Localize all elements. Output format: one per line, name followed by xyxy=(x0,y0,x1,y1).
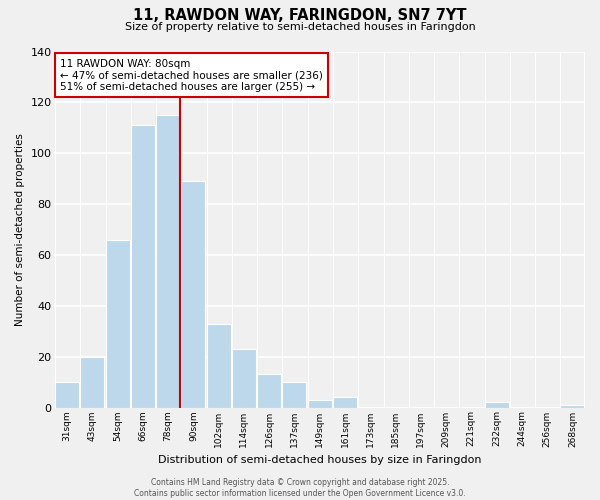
Bar xyxy=(106,240,130,408)
Y-axis label: Number of semi-detached properties: Number of semi-detached properties xyxy=(15,133,25,326)
Bar xyxy=(257,374,281,408)
Text: 11, RAWDON WAY, FARINGDON, SN7 7YT: 11, RAWDON WAY, FARINGDON, SN7 7YT xyxy=(133,8,467,22)
Bar xyxy=(156,115,180,408)
Bar xyxy=(232,349,256,408)
Bar xyxy=(560,405,584,407)
Bar xyxy=(206,324,230,407)
Bar xyxy=(131,125,155,408)
Bar xyxy=(181,181,205,408)
Bar xyxy=(308,400,332,407)
Text: Size of property relative to semi-detached houses in Faringdon: Size of property relative to semi-detach… xyxy=(125,22,475,32)
Bar xyxy=(485,402,509,407)
X-axis label: Distribution of semi-detached houses by size in Faringdon: Distribution of semi-detached houses by … xyxy=(158,455,481,465)
Bar xyxy=(55,382,79,407)
Text: Contains HM Land Registry data © Crown copyright and database right 2025.
Contai: Contains HM Land Registry data © Crown c… xyxy=(134,478,466,498)
Bar xyxy=(80,356,104,408)
Bar xyxy=(333,398,357,407)
Text: 11 RAWDON WAY: 80sqm
← 47% of semi-detached houses are smaller (236)
51% of semi: 11 RAWDON WAY: 80sqm ← 47% of semi-detac… xyxy=(60,58,323,92)
Bar xyxy=(283,382,307,407)
